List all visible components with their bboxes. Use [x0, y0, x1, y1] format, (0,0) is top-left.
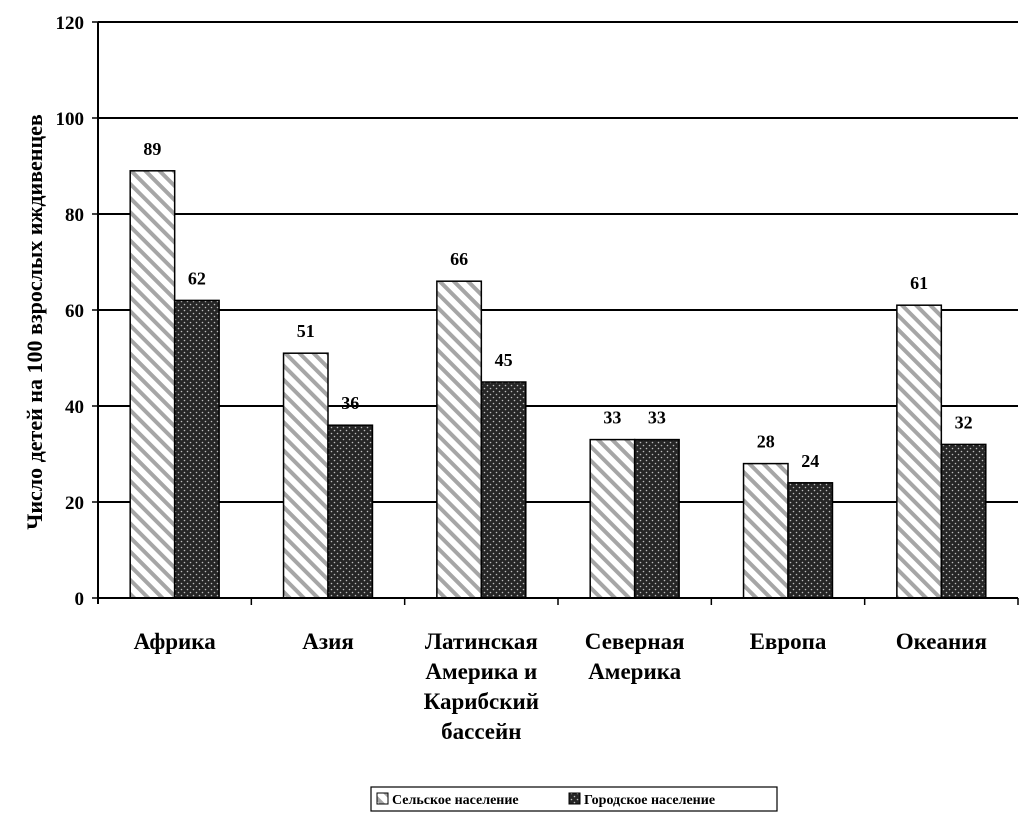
bar-rural — [896, 304, 943, 599]
data-label: 36 — [341, 393, 359, 413]
x-tick-label-line: Океания — [896, 629, 987, 654]
bar-rural — [742, 462, 789, 599]
x-tick-label: Азия — [302, 629, 354, 654]
data-label: 61 — [910, 273, 928, 293]
x-tick-label-line: Африка — [134, 629, 217, 654]
bar-urban — [940, 443, 987, 599]
x-tick-label-line: Азия — [302, 629, 354, 654]
legend-box — [370, 786, 778, 812]
y-tick-label: 100 — [56, 109, 85, 130]
bar-rural — [129, 170, 176, 599]
x-tick-label: Европа — [750, 629, 827, 654]
data-label: 24 — [801, 451, 819, 471]
bar-rural — [436, 280, 483, 599]
x-tick-label: Северная Америка — [585, 629, 685, 684]
legend-swatch-urban — [568, 792, 581, 805]
bar-urban — [327, 424, 374, 599]
x-tick-label: Латинская Америка и Карибский бассейн — [424, 629, 539, 744]
x-tick-label: Африка — [134, 629, 217, 654]
x-tick-label-line: Европа — [750, 629, 827, 654]
legend-label: Сельское население — [392, 793, 519, 808]
x-tick-label-line: бассейн — [441, 719, 521, 744]
y-tick-label: 80 — [65, 205, 84, 226]
data-label: 32 — [955, 412, 973, 432]
data-label: 66 — [450, 249, 468, 269]
y-tick-label: 20 — [65, 493, 84, 514]
bar-rural — [282, 352, 329, 599]
data-label: 51 — [297, 321, 315, 341]
y-tick-label: 40 — [65, 397, 84, 418]
y-tick-label: 60 — [65, 301, 84, 322]
data-label: 33 — [648, 408, 666, 428]
bar-rural — [589, 438, 636, 599]
bar-urban — [480, 381, 527, 599]
bar-urban — [787, 482, 834, 599]
bar-urban — [633, 438, 680, 599]
legend-swatch-rural — [376, 792, 389, 805]
data-label: 89 — [143, 139, 161, 159]
data-label: 45 — [495, 350, 513, 370]
y-tick-label: 120 — [56, 13, 85, 34]
x-tick-label: Океания — [896, 629, 987, 654]
y-tick-label: 0 — [75, 589, 85, 610]
x-tick-label-line: Латинская — [425, 629, 538, 654]
x-tick-label-line: Америка — [588, 659, 681, 684]
data-label: 62 — [188, 268, 206, 288]
x-tick-label-line: Америка и — [425, 659, 537, 684]
bar-urban — [173, 299, 220, 599]
data-label: 33 — [603, 408, 621, 428]
x-tick-label-line: Северная — [585, 629, 685, 654]
y-axis-title: Число детей на 100 взрослых иждивенцев — [22, 114, 47, 530]
x-tick-label-line: Карибский — [424, 689, 539, 714]
legend-label: Городское население — [584, 793, 715, 808]
data-label: 28 — [757, 432, 775, 452]
